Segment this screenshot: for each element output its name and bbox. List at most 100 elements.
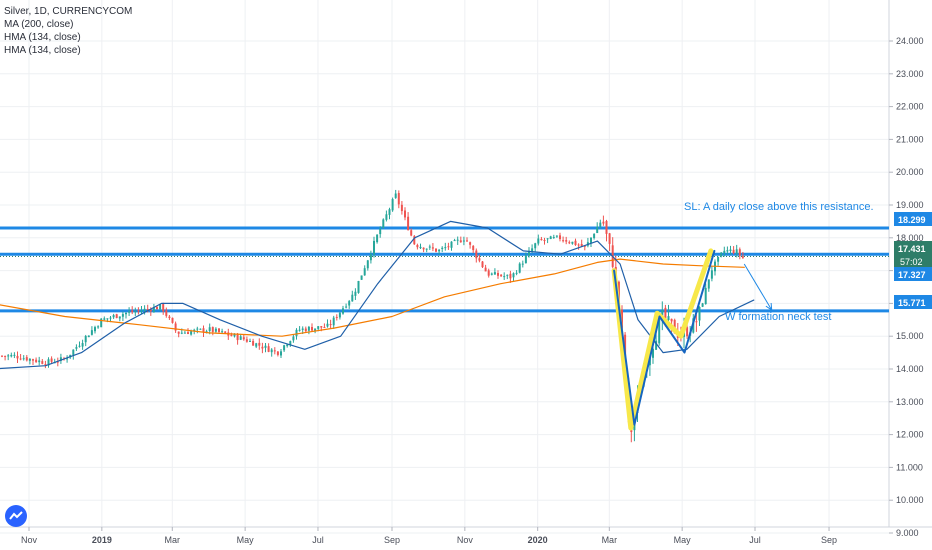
- candle-body: [183, 332, 186, 334]
- candle-body: [109, 317, 112, 319]
- candle-body: [221, 331, 224, 333]
- candle-body: [156, 307, 158, 310]
- countdown-value: 57:02: [900, 257, 923, 267]
- candle-body: [686, 327, 689, 337]
- candle-body: [707, 279, 710, 289]
- tradingview-logo-icon[interactable]: [5, 505, 27, 527]
- legend-hma-2[interactable]: HMA (134, close): [4, 45, 81, 56]
- legend-hma-1[interactable]: HMA (134, close): [4, 32, 81, 43]
- candle-body: [97, 326, 100, 328]
- candle-body: [438, 249, 441, 252]
- candle-body: [487, 270, 490, 276]
- candle-body: [583, 245, 586, 247]
- w-annotation[interactable]: W formation neck test: [725, 311, 831, 323]
- candle-body: [100, 318, 103, 328]
- candle-body: [732, 249, 735, 254]
- candle-body: [75, 347, 78, 349]
- x-tick-label: Nov: [21, 535, 38, 545]
- candle-body: [202, 328, 205, 333]
- candle-body: [348, 301, 351, 306]
- candle-body: [667, 316, 670, 321]
- candle-body: [493, 272, 496, 275]
- candle-body: [456, 239, 459, 241]
- projection-line[interactable]: [743, 263, 773, 311]
- candle-body: [47, 359, 50, 366]
- candle-body: [190, 331, 193, 335]
- x-tick-label: Sep: [821, 535, 837, 545]
- candle-body: [357, 281, 360, 293]
- candle-body: [342, 308, 344, 314]
- candle-body: [435, 248, 437, 252]
- candle-body: [214, 328, 217, 332]
- candle-body: [311, 326, 313, 331]
- w-pattern-yellow[interactable]: [611, 248, 714, 431]
- candle-body: [168, 316, 171, 319]
- y-tick-label: 24.000: [896, 36, 924, 46]
- y-tick-label: 19.000: [896, 200, 924, 210]
- candle-body: [245, 339, 248, 342]
- sl-annotation[interactable]: SL: A daily close above this resistance.: [684, 201, 874, 213]
- candle-body: [543, 240, 546, 242]
- candle-body: [115, 314, 118, 318]
- candle-body: [518, 263, 521, 273]
- horizontal-levels[interactable]: [0, 226, 889, 313]
- candle-body: [208, 327, 211, 331]
- candle-body: [283, 345, 286, 351]
- candle-body: [32, 359, 34, 361]
- candle-body: [196, 328, 199, 330]
- candle-body: [118, 316, 121, 319]
- candle-body: [317, 326, 320, 329]
- candle-body: [590, 237, 592, 243]
- candle-body: [236, 334, 239, 341]
- candle-body: [670, 318, 673, 322]
- candle-body: [267, 346, 270, 352]
- candle-body: [137, 310, 140, 312]
- projection-arrow[interactable]: [743, 263, 773, 311]
- candle-body: [580, 243, 583, 247]
- price-label-last: 17.431: [894, 241, 932, 255]
- y-tick-label: 18.000: [896, 233, 924, 243]
- candle-body: [555, 235, 558, 237]
- candle-body: [280, 351, 282, 356]
- candle-body: [140, 310, 143, 312]
- candle-body: [540, 239, 543, 241]
- candle-body: [134, 311, 137, 313]
- candle-body: [239, 336, 242, 340]
- candle-body: [323, 327, 326, 329]
- candle-body: [4, 355, 7, 357]
- y-tick-label: 22.000: [896, 102, 924, 112]
- y-tick-label: 10.000: [896, 495, 924, 505]
- legend-ma[interactable]: MA (200, close): [4, 19, 74, 30]
- candle-body: [255, 343, 258, 347]
- legend-symbol[interactable]: Silver, 1D, CURRENCYCOM: [4, 6, 133, 17]
- candle-body: [171, 317, 174, 323]
- candle-body: [422, 247, 425, 250]
- candle-body: [720, 252, 723, 257]
- candle-body: [717, 256, 720, 262]
- candle-body: [289, 341, 292, 345]
- candle-body: [180, 332, 183, 334]
- candle-body: [162, 303, 165, 312]
- price-label-neck: 15.771: [894, 295, 932, 309]
- x-tick-label: May: [237, 535, 255, 545]
- candle-body: [723, 250, 726, 254]
- candle-body: [159, 304, 162, 310]
- w-pattern-drawing[interactable]: [611, 248, 716, 431]
- candle-body: [608, 233, 611, 244]
- candle-body: [534, 243, 537, 249]
- candle-body: [664, 307, 667, 320]
- candle-body: [503, 276, 506, 278]
- candle-body: [224, 331, 227, 334]
- candle-body: [704, 287, 707, 305]
- candle-body: [599, 222, 602, 227]
- candle-body: [376, 234, 379, 243]
- candle-body: [500, 274, 503, 277]
- candle-body: [292, 336, 295, 341]
- y-tick-label: 21.000: [896, 134, 924, 144]
- w-pattern-blue[interactable]: [613, 249, 716, 426]
- candle-body: [351, 294, 354, 302]
- y-tick-label: 11.000: [896, 462, 923, 472]
- hma-134-path: [0, 220, 755, 370]
- candle-body: [559, 235, 561, 240]
